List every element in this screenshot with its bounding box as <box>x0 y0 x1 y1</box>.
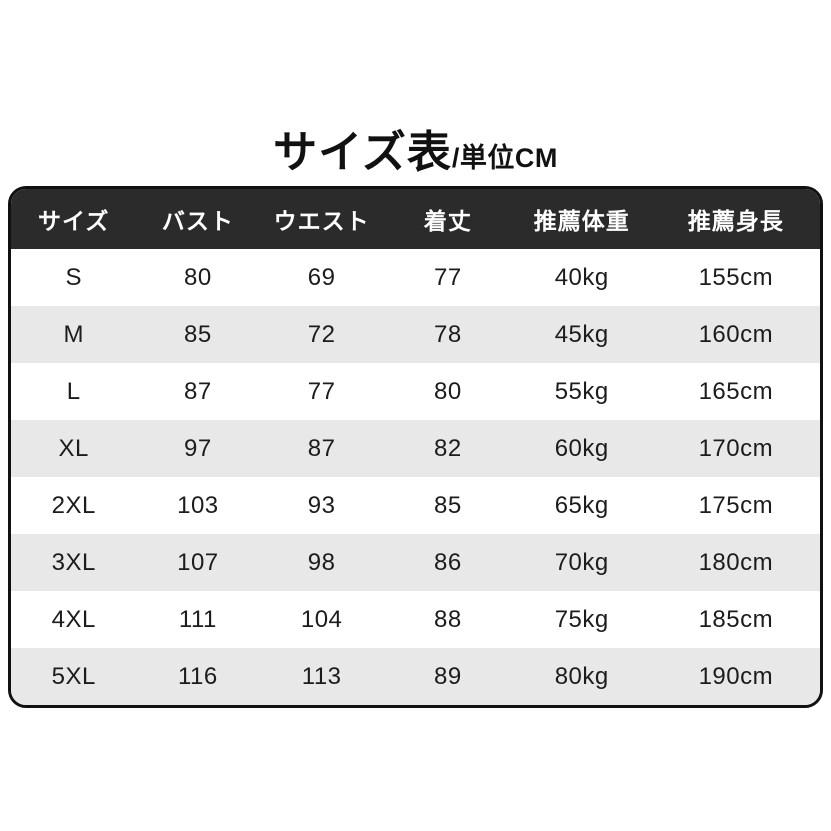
col-header-length: 着丈 <box>383 189 512 249</box>
cell-waist: 113 <box>301 662 342 690</box>
table-row-l: L 87 77 80 55kg 165cm <box>11 363 820 420</box>
cell-height: 165cm <box>698 377 774 405</box>
cell-weight: 70kg <box>554 548 609 576</box>
cell-weight: 40kg <box>554 263 609 291</box>
cell-height: 180cm <box>698 548 774 576</box>
cell-weight: 65kg <box>554 491 609 519</box>
cell-bust: 85 <box>184 320 212 348</box>
table-row-m: M 85 72 78 45kg 160cm <box>11 306 820 363</box>
cell-size: 5XL <box>51 662 96 690</box>
cell-length: 77 <box>433 263 462 291</box>
cell-height: 160cm <box>698 320 774 348</box>
header-row: サイズ バスト ウエスト 着丈 推薦体重 推薦身長 <box>11 189 820 249</box>
col-header-weight: 推薦体重 <box>511 189 652 249</box>
col-header-waist: ウエスト <box>259 189 384 249</box>
cell-bust: 103 <box>177 491 219 519</box>
col-header-bust: バスト <box>136 189 260 249</box>
cell-length: 85 <box>433 491 462 519</box>
cell-weight: 60kg <box>554 434 609 462</box>
cell-bust: 107 <box>177 548 219 576</box>
cell-size: 2XL <box>51 491 96 519</box>
cell-height: 170cm <box>698 434 774 462</box>
cell-waist: 77 <box>307 377 336 405</box>
cell-bust: 111 <box>178 605 217 633</box>
table-row-4xl: 4XL 111 104 88 75kg 185cm <box>11 591 820 648</box>
cell-weight: 55kg <box>554 377 609 405</box>
cell-height: 155cm <box>698 263 774 291</box>
size-table: サイズ バスト ウエスト 着丈 推薦体重 推薦身長 S 80 69 77 40k… <box>11 189 820 705</box>
cell-weight: 45kg <box>554 320 609 348</box>
cell-weight: 80kg <box>554 662 609 690</box>
cell-length: 80 <box>433 377 462 405</box>
cell-waist: 104 <box>300 605 343 633</box>
size-table-body: S 80 69 77 40kg 155cm M 85 72 78 45kg 16… <box>11 249 820 705</box>
cell-size: M <box>63 320 84 348</box>
cell-waist: 98 <box>307 548 336 576</box>
cell-size: 4XL <box>51 605 96 633</box>
page-title: サイズ表/単位CM <box>0 116 831 180</box>
cell-height: 190cm <box>698 662 774 690</box>
cell-height: 175cm <box>698 491 774 519</box>
col-header-height: 推薦身長 <box>651 189 820 249</box>
size-table-container: サイズ バスト ウエスト 着丈 推薦体重 推薦身長 S 80 69 77 40k… <box>8 186 823 708</box>
col-header-size: サイズ <box>11 189 137 249</box>
cell-length: 89 <box>433 662 462 690</box>
cell-length: 82 <box>433 434 462 462</box>
table-row-3xl: 3XL 107 98 86 70kg 180cm <box>11 534 820 591</box>
cell-length: 86 <box>433 548 462 576</box>
cell-waist: 93 <box>307 491 336 519</box>
table-row-2xl: 2XL 103 93 85 65kg 175cm <box>11 477 820 534</box>
page-title-unit: /単位CM <box>451 143 558 173</box>
cell-length: 78 <box>433 320 462 348</box>
page-title-main: サイズ表 <box>273 128 452 177</box>
cell-bust: 116 <box>177 662 218 690</box>
table-row-s: S 80 69 77 40kg 155cm <box>11 249 820 306</box>
cell-length: 88 <box>433 605 462 633</box>
cell-weight: 75kg <box>554 605 609 633</box>
cell-size: 3XL <box>51 548 96 576</box>
cell-size: XL <box>58 434 89 462</box>
table-row-5xl: 5XL 116 113 89 80kg 190cm <box>11 648 820 705</box>
table-row-xl: XL 97 87 82 60kg 170cm <box>11 420 820 477</box>
size-table-header: サイズ バスト ウエスト 着丈 推薦体重 推薦身長 <box>11 189 820 249</box>
cell-bust: 87 <box>184 377 212 405</box>
cell-waist: 87 <box>307 434 336 462</box>
cell-height: 185cm <box>698 605 774 633</box>
cell-waist: 72 <box>307 320 336 348</box>
cell-size: L <box>66 377 81 405</box>
cell-waist: 69 <box>307 263 336 291</box>
cell-bust: 97 <box>184 434 212 462</box>
cell-size: S <box>65 263 82 291</box>
cell-bust: 80 <box>184 263 212 291</box>
